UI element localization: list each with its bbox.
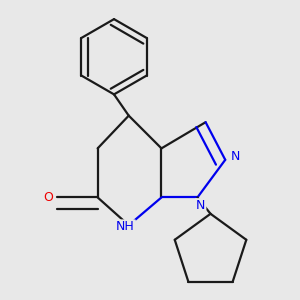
Text: N: N <box>231 150 240 163</box>
Text: NH: NH <box>116 220 135 233</box>
Text: O: O <box>44 191 53 204</box>
Text: N: N <box>196 199 206 212</box>
